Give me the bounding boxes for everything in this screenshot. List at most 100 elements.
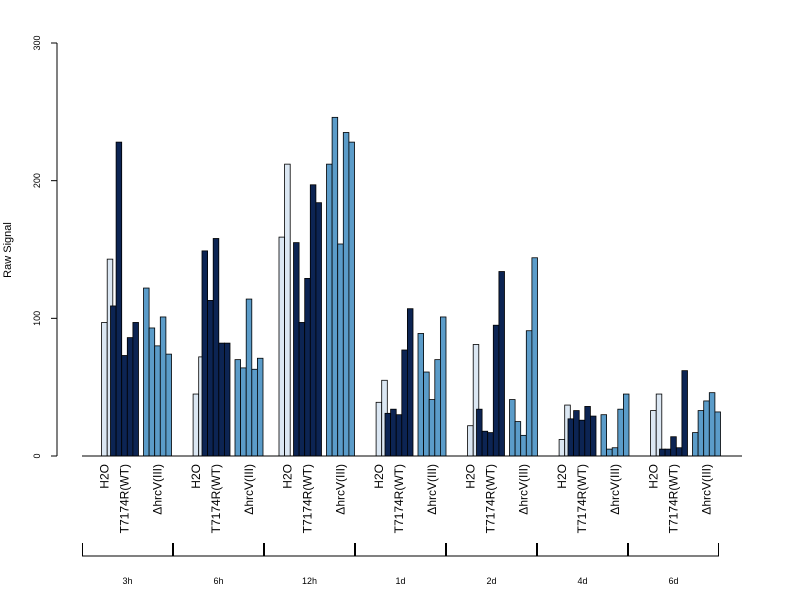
bar <box>573 410 580 457</box>
bar <box>492 324 500 457</box>
bar <box>126 337 134 457</box>
bar <box>165 353 172 457</box>
bar <box>384 412 391 457</box>
bar <box>315 202 322 457</box>
bar <box>132 322 139 457</box>
bar <box>401 349 408 457</box>
bar <box>395 414 403 457</box>
bar <box>417 333 424 457</box>
bar <box>590 415 597 457</box>
bar <box>304 278 311 457</box>
bar <box>578 419 586 457</box>
bar <box>439 316 447 457</box>
bar <box>342 132 350 457</box>
bar <box>159 316 167 457</box>
bar <box>309 184 317 457</box>
bar <box>525 330 533 457</box>
condition-label: T7174R(WT) <box>301 464 315 533</box>
bar <box>434 359 441 457</box>
bar <box>121 355 128 457</box>
condition-labels: H2O T7174R(WT) ΔhrcV(III) H2O T7174R(WT) Δhrc… <box>97 464 713 533</box>
time-label: 4d <box>577 576 587 586</box>
bar <box>567 418 574 457</box>
bar <box>390 408 397 457</box>
condition-label: T7174R(WT) <box>575 464 589 533</box>
condition-label: ΔhrcV(III) <box>517 464 531 515</box>
bar <box>617 408 624 457</box>
y-axis: 0 100 200 300 <box>32 35 58 459</box>
time-label: 1d <box>395 576 405 586</box>
bar <box>240 367 247 457</box>
y-tick-label: 200 <box>32 173 42 188</box>
bar <box>692 432 699 457</box>
bar <box>154 345 161 457</box>
bar <box>600 414 607 457</box>
bar <box>670 436 677 457</box>
bar <box>326 163 333 457</box>
bar <box>406 308 414 457</box>
bar <box>467 425 474 457</box>
bar <box>143 287 150 457</box>
condition-label: ΔhrcV(III) <box>151 464 165 515</box>
condition-label: H2O <box>280 464 294 489</box>
bar <box>659 448 666 457</box>
condition-label: ΔhrcV(III) <box>334 464 348 515</box>
bar <box>697 410 705 457</box>
bar <box>558 439 566 457</box>
bar <box>428 399 436 457</box>
bar <box>115 141 123 457</box>
condition-label: H2O <box>555 464 569 489</box>
bar <box>192 393 200 457</box>
condition-label: ΔhrcV(III) <box>700 464 714 515</box>
time-brackets: 3h 6h 12h 1d 2d 4d 6d <box>82 543 719 586</box>
bar <box>584 406 591 457</box>
y-tick-label: 300 <box>32 35 42 50</box>
bar <box>331 116 339 457</box>
y-axis-title: Raw Signal <box>2 222 14 278</box>
bar <box>223 342 231 457</box>
bar <box>681 370 688 457</box>
bar <box>509 399 516 457</box>
time-label: 3h <box>122 576 132 586</box>
condition-label: T7174R(WT) <box>118 464 132 533</box>
bar <box>703 400 710 457</box>
bar <box>423 371 430 457</box>
time-label: 6h <box>213 576 223 586</box>
time-label: 2d <box>486 576 496 586</box>
condition-label: T7174R(WT) <box>392 464 406 533</box>
bar <box>284 163 291 457</box>
bar <box>207 300 214 457</box>
bar <box>514 421 522 457</box>
bar <box>293 242 300 457</box>
bar <box>520 434 527 457</box>
bar <box>714 411 721 457</box>
bar <box>675 447 683 457</box>
condition-label: H2O <box>463 464 477 489</box>
condition-label: T7174R(WT) <box>209 464 223 533</box>
bar <box>481 430 489 457</box>
condition-label: H2O <box>97 464 111 489</box>
bar <box>623 393 630 457</box>
bar <box>348 141 355 457</box>
time-label: 6d <box>668 576 678 586</box>
condition-label: ΔhrcV(III) <box>242 464 256 515</box>
bar <box>256 357 264 457</box>
bar <box>110 305 117 457</box>
bar <box>531 257 538 457</box>
bar <box>606 448 613 457</box>
bar <box>234 359 241 457</box>
time-label: 12h <box>302 576 317 586</box>
bar <box>218 342 225 457</box>
bar <box>101 322 108 457</box>
bar <box>498 271 505 457</box>
bar <box>708 392 716 457</box>
bar <box>337 243 344 457</box>
bar <box>655 393 663 457</box>
bar <box>148 327 156 457</box>
bar <box>611 447 619 457</box>
bar <box>650 410 657 457</box>
y-tick-label: 100 <box>32 311 42 326</box>
y-tick-label: 0 <box>32 453 42 458</box>
bar <box>251 368 258 457</box>
